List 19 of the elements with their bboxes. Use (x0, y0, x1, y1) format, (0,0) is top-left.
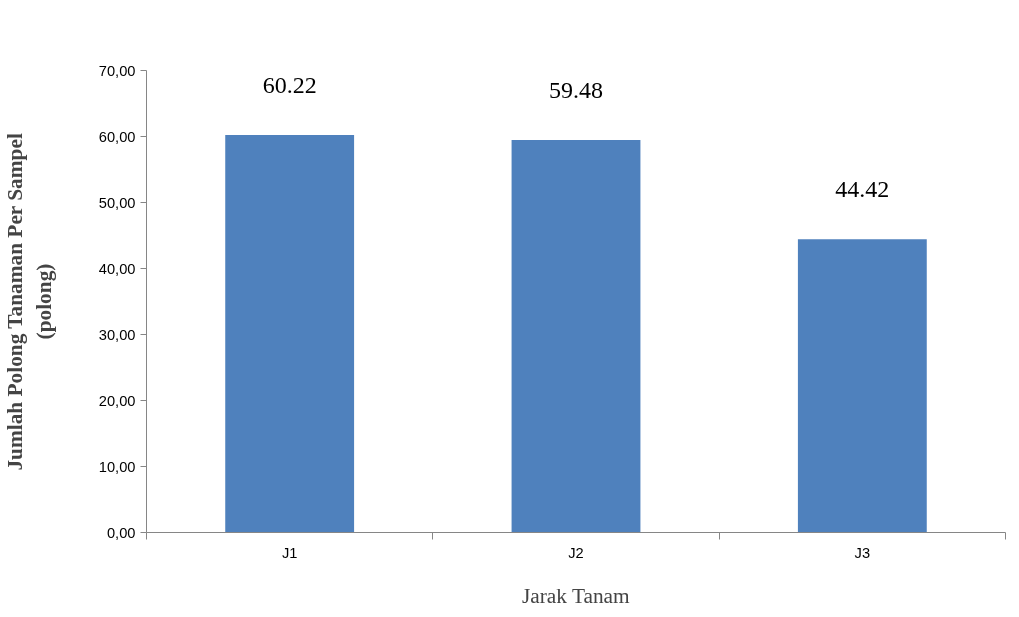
x-axis-title: Jarak Tanam (521, 583, 631, 608)
y-tick-label: 20,00 (98, 392, 136, 409)
x-tick-label: J1 (281, 544, 298, 561)
data-label: 59.48 (549, 76, 603, 103)
y-tick-label: 70,00 (98, 62, 136, 79)
x-tick-label: J3 (854, 544, 871, 561)
bar (797, 239, 927, 533)
y-tick-label: 0,00 (106, 524, 136, 541)
y-tick-label: 40,00 (98, 260, 136, 277)
x-tick-label: J2 (568, 544, 584, 561)
data-label: 60.22 (262, 72, 317, 99)
y-tick-label: 60,00 (98, 128, 136, 145)
y-tick-label: 50,00 (98, 194, 136, 211)
bar (225, 135, 355, 533)
y-tick-label: 30,00 (98, 326, 136, 343)
bar (511, 139, 641, 533)
data-label: 44.42 (835, 176, 890, 203)
y-tick-label: 10,00 (98, 458, 136, 475)
y-axis-title: Jumlah Polong Tanaman Per Sampel (polong) (3, 133, 56, 471)
